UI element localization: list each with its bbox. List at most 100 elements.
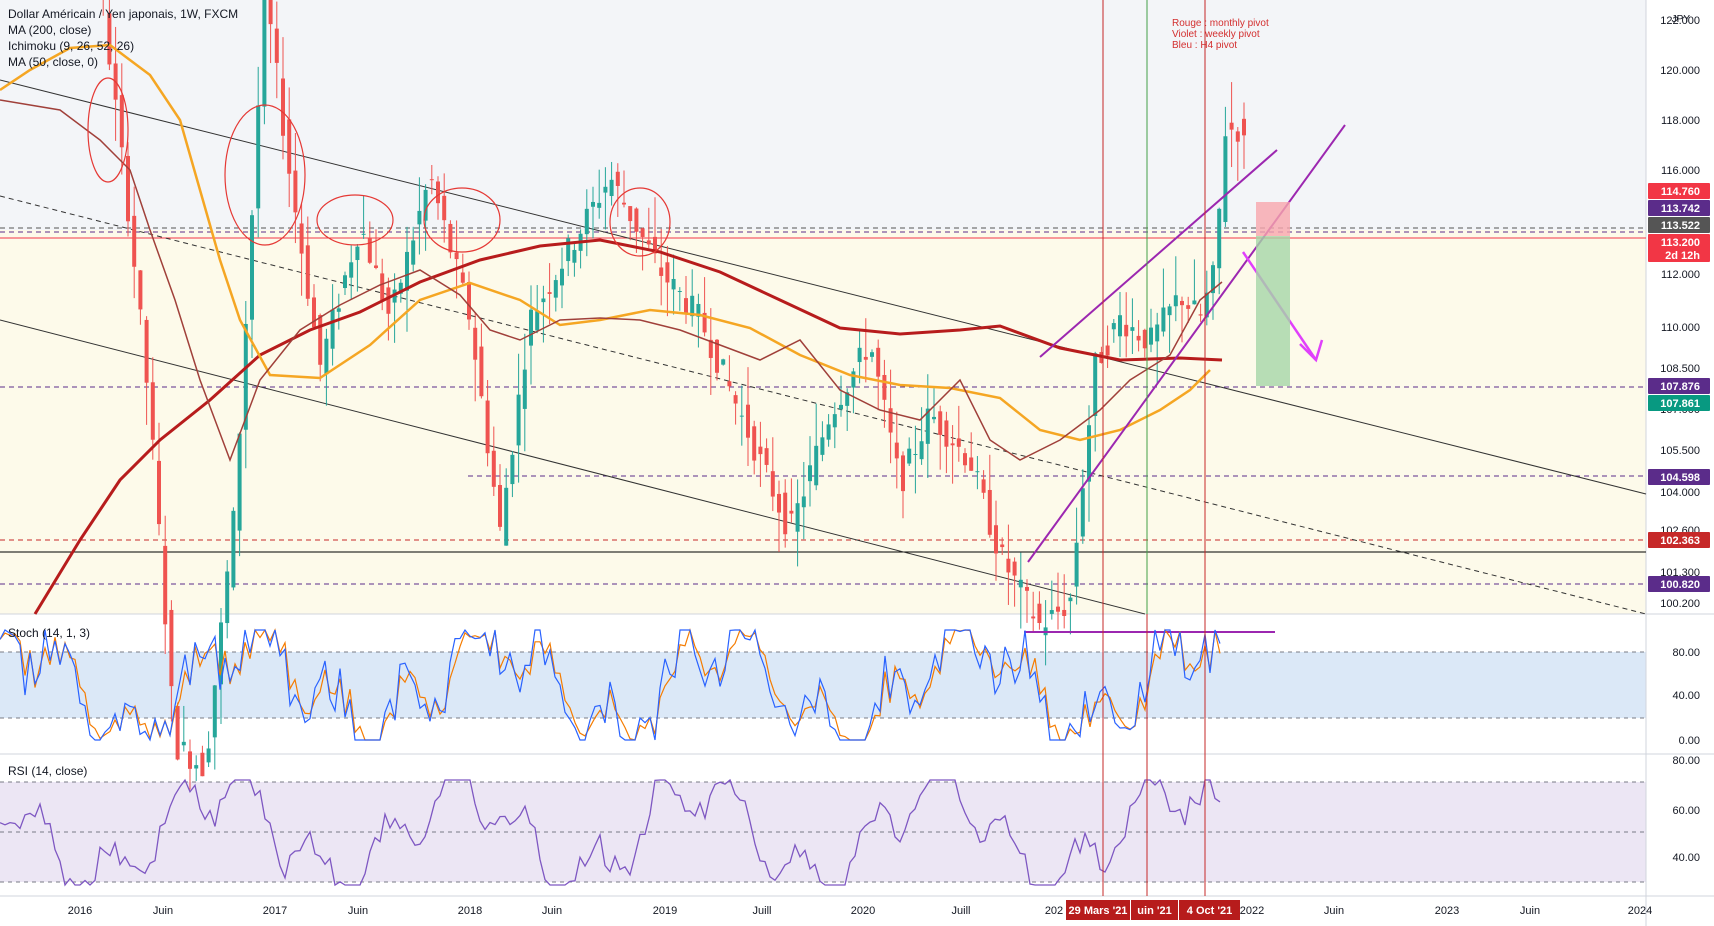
badge-label: 107.876 (1660, 381, 1700, 393)
candle-body (653, 236, 657, 254)
candle-body (1155, 324, 1160, 342)
candle-body (361, 233, 366, 235)
candle-body (144, 319, 149, 383)
candle-195 (1211, 261, 1215, 320)
price-badge-2: 113.522 (1648, 217, 1710, 233)
candle-body (423, 189, 428, 221)
candle-135 (839, 375, 843, 417)
candle-body (888, 408, 893, 433)
badge-label: 114.760 (1661, 186, 1700, 198)
candle-97 (603, 167, 608, 230)
circle-1 (224, 104, 306, 246)
candle-body (901, 455, 905, 492)
time-tick: 2019 (653, 905, 677, 917)
candle-149 (925, 374, 930, 479)
candle-body (318, 315, 323, 365)
candle-30 (188, 739, 192, 790)
candle-body (510, 454, 515, 485)
price-tick: 112.000 (1661, 269, 1700, 281)
candle-body (1130, 327, 1135, 331)
price-tick: 116.000 (1661, 165, 1700, 177)
badge-bg (1648, 183, 1710, 199)
candle-79 (491, 426, 496, 497)
badge-label: 113.522 (1661, 220, 1700, 232)
candle-body (783, 492, 788, 535)
candle-199 (1235, 127, 1240, 181)
candle-body (504, 487, 509, 546)
rsi-label[interactable]: RSI (14, close) (8, 764, 88, 778)
time-tick: 2022 (1240, 905, 1264, 917)
candle-body (950, 443, 955, 446)
candle-body (1000, 544, 1005, 548)
candle-body (1167, 306, 1172, 316)
badge-bg (1648, 200, 1710, 216)
stoch-label[interactable]: Stoch (14, 1, 3) (8, 626, 91, 640)
badge-bg (1648, 217, 1710, 233)
candle-154 (956, 405, 961, 462)
candle-143 (888, 369, 893, 464)
candle-body (677, 291, 682, 293)
candle-76 (473, 313, 478, 402)
badge-bg (1648, 234, 1710, 262)
candle-body (274, 28, 279, 63)
candle-72 (448, 220, 453, 259)
legend-ma200[interactable]: MA (200, close) (8, 23, 92, 37)
candle-84 (522, 333, 527, 452)
candle-body (1124, 324, 1129, 337)
candle-body (553, 280, 558, 298)
candle-body (231, 510, 236, 588)
time-tick: 2016 (68, 905, 92, 917)
candle-body (1111, 323, 1116, 330)
candle-77 (479, 323, 484, 399)
candle-32 (200, 745, 205, 777)
price-tick: 105.500 (1660, 445, 1700, 457)
candle-106 (659, 228, 664, 306)
candle-95 (591, 186, 595, 239)
candle-body (405, 251, 409, 291)
candle-body (839, 404, 843, 410)
candle-86 (535, 285, 540, 334)
candle-body (1223, 136, 1228, 222)
axes: 122.000120.000118.000116.000114.000112.0… (68, 14, 1710, 920)
candle-75 (467, 271, 471, 330)
risk-zone (1256, 202, 1290, 236)
candle-body (907, 448, 912, 464)
trend-lines (0, 79, 1647, 615)
candle-145 (901, 451, 905, 519)
reward-zone (1256, 236, 1290, 386)
candle-body (1242, 118, 1246, 136)
candle-101 (628, 206, 633, 241)
candle-body (727, 381, 732, 387)
candle-88 (547, 263, 552, 325)
candle-body (764, 448, 769, 465)
candle-116 (721, 358, 726, 366)
candle-192 (1192, 259, 1197, 305)
time-tick: Juill (952, 905, 971, 917)
candle-body (684, 298, 688, 314)
candle-126 (783, 479, 788, 548)
candle-184 (1142, 328, 1147, 358)
candle-body (163, 545, 168, 625)
candle-45 (281, 37, 285, 160)
legend-ichimoku[interactable]: Ichimoku (9, 26, 52, 26) (8, 39, 135, 53)
candle-body (299, 223, 304, 254)
legend-symbol[interactable]: Dollar Américain / Yen japonais, 1W, FXC… (8, 7, 239, 21)
candle-180 (1118, 292, 1122, 358)
candle-115 (715, 338, 719, 381)
candle-body (157, 460, 161, 525)
candle-body (1093, 353, 1098, 417)
legend-ma50[interactable]: MA (50, close, 0) (8, 55, 99, 69)
candle-body (715, 339, 719, 373)
candle-body (894, 442, 899, 459)
channel-lower (1027, 124, 1346, 563)
candle-125 (777, 480, 781, 552)
candle-38 (237, 432, 242, 557)
candle-142 (882, 359, 887, 428)
candle-body (584, 208, 589, 235)
candle-body (1198, 314, 1203, 316)
candle-body (770, 471, 775, 497)
candle-body (287, 119, 292, 174)
candle-182 (1130, 298, 1135, 354)
candle-118 (733, 391, 738, 425)
